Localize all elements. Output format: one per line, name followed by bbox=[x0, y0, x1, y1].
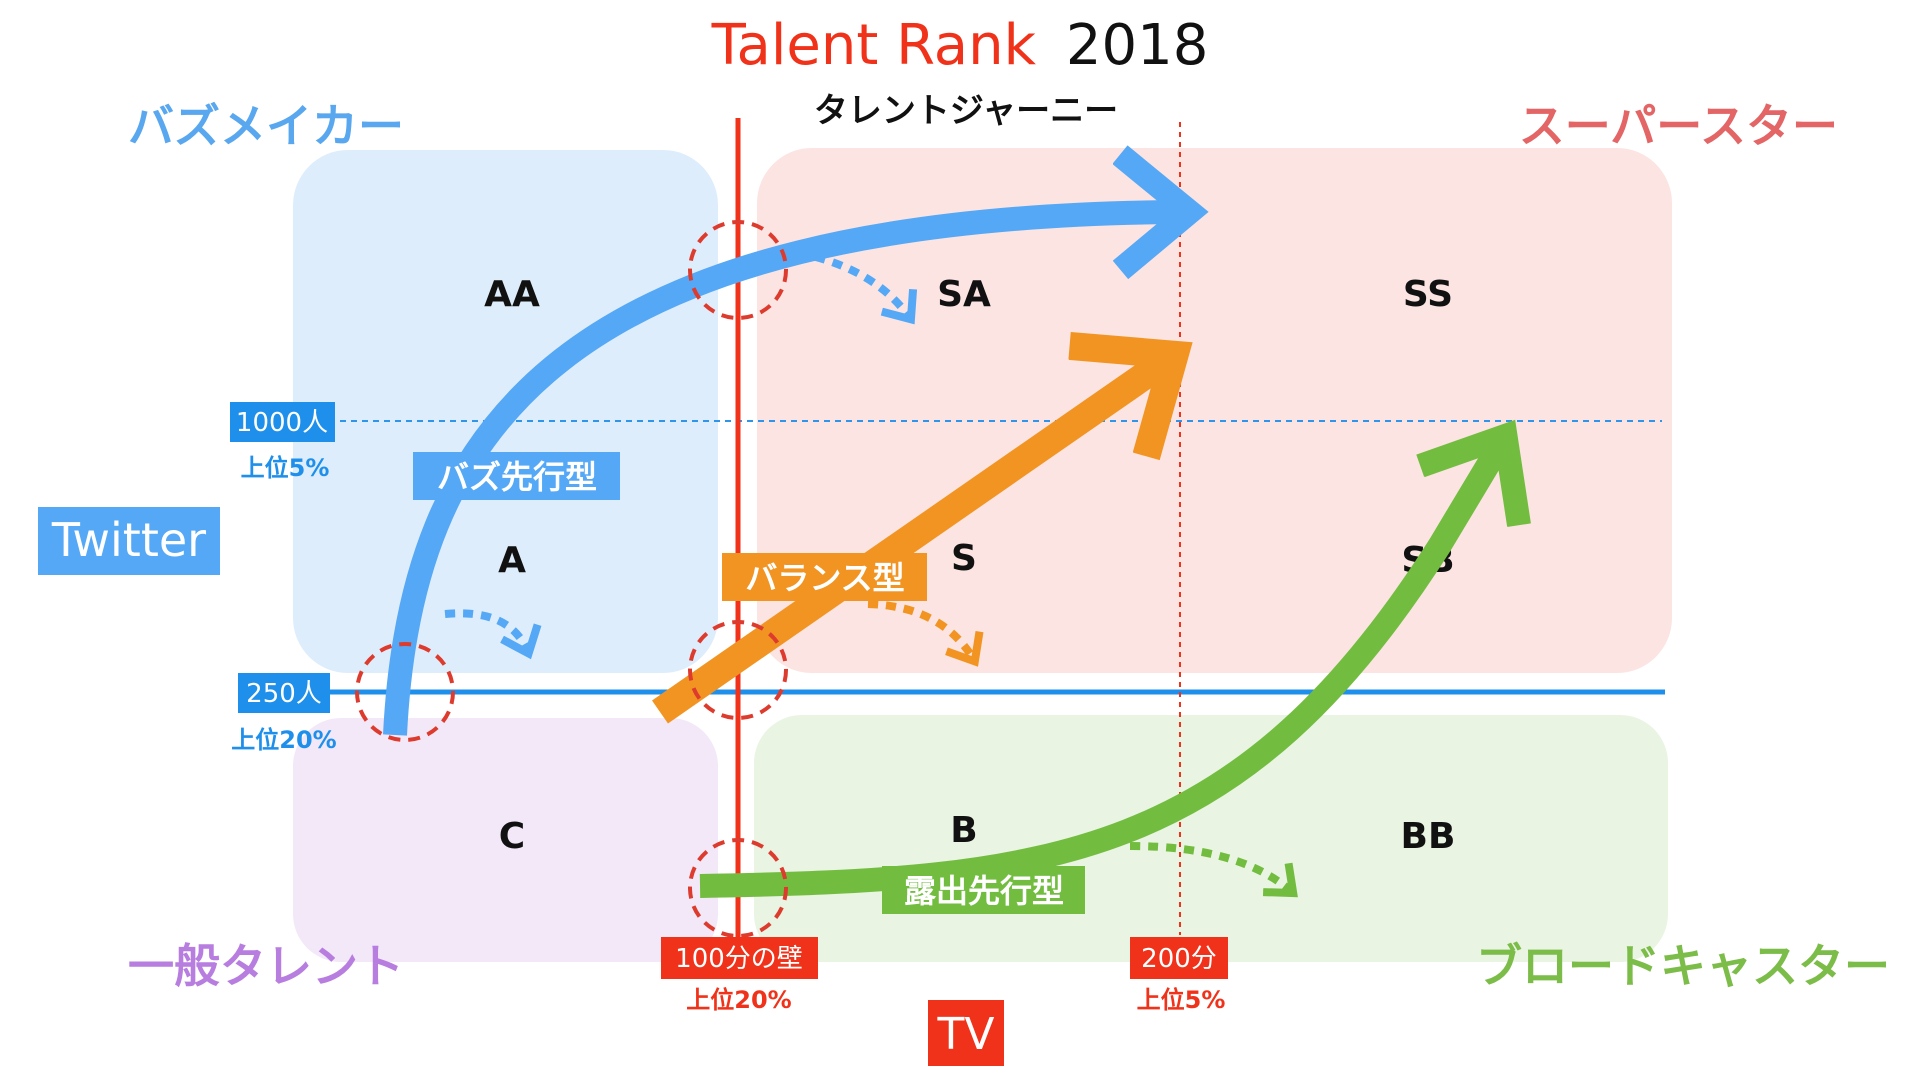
twitter-axis-label: Twitter bbox=[51, 513, 206, 567]
title-year: 2018 bbox=[1066, 13, 1209, 78]
quadrant-label-general-talent: 一般タレント bbox=[128, 939, 404, 993]
general-talent-region bbox=[293, 718, 718, 962]
quadrant-label-broadcaster: ブロードキャスター bbox=[1476, 939, 1890, 993]
buzz-breakthrough-circle-upper bbox=[688, 220, 788, 320]
balance-dotted-arrow bbox=[867, 600, 974, 660]
twitter-1000-tag-bg bbox=[230, 402, 335, 442]
tv-axis-label: TV bbox=[937, 1009, 995, 1060]
buzz-first-arrow bbox=[383, 212, 1185, 736]
exposure-first-arrow bbox=[699, 440, 1503, 898]
twitter-1000-pct: 上位5% bbox=[241, 454, 330, 482]
twitter-250-pct: 上位20% bbox=[231, 726, 336, 754]
balance-label-bg bbox=[722, 553, 927, 601]
cell-AA: AA bbox=[484, 274, 540, 315]
broadcaster-region bbox=[754, 715, 1668, 962]
exposure-first-label-bg bbox=[882, 866, 1085, 914]
diagram-title: Talent Rank 2018 bbox=[711, 13, 1209, 78]
tv-200-tag: 200分 bbox=[1141, 944, 1217, 974]
buzz-first-label-bg bbox=[413, 452, 620, 500]
twitter-1000-tag: 1000人 bbox=[236, 408, 328, 438]
buzz-first-label: バズ先行型 bbox=[437, 458, 597, 496]
balance-arrow bbox=[652, 358, 1170, 724]
cell-B: B bbox=[950, 810, 977, 851]
title-main: Talent Rank bbox=[711, 13, 1037, 78]
balance-label: バランス型 bbox=[745, 559, 904, 597]
cell-C: C bbox=[499, 816, 525, 857]
tv-200-tag-bg bbox=[1130, 937, 1228, 979]
balance-breakthrough-circle bbox=[688, 620, 788, 720]
quadrant-label-buzz-maker: バズメイカー bbox=[128, 99, 404, 153]
quadrant-label-superstar: スーパースター bbox=[1519, 99, 1838, 153]
wall-100-pct: 上位20% bbox=[686, 986, 791, 1014]
exposure-first-label: 露出先行型 bbox=[904, 872, 1064, 910]
twitter-axis-label-bg bbox=[38, 507, 220, 575]
tv-200-pct: 上位5% bbox=[1137, 986, 1226, 1014]
wall-100-tag-bg bbox=[661, 937, 818, 979]
buzz-breakthrough-circle-lower bbox=[355, 642, 455, 742]
exposure-breakthrough-circle bbox=[688, 838, 788, 938]
buzz-dotted-arrow-lower bbox=[444, 609, 528, 652]
cell-BB: BB bbox=[1401, 816, 1456, 857]
cell-A: A bbox=[498, 540, 526, 581]
twitter-250-tag-bg bbox=[238, 673, 330, 713]
cell-S: S bbox=[951, 538, 977, 579]
exposure-dotted-arrow bbox=[1129, 842, 1292, 892]
cell-SS: SS bbox=[1403, 274, 1453, 315]
diagram-subtitle: タレントジャーニー bbox=[814, 91, 1118, 131]
wall-100-tag: 100分の壁 bbox=[675, 944, 803, 974]
tv-axis-label-bg bbox=[928, 1000, 1004, 1066]
cell-SA: SA bbox=[937, 274, 991, 315]
twitter-250-tag: 250人 bbox=[246, 679, 322, 709]
